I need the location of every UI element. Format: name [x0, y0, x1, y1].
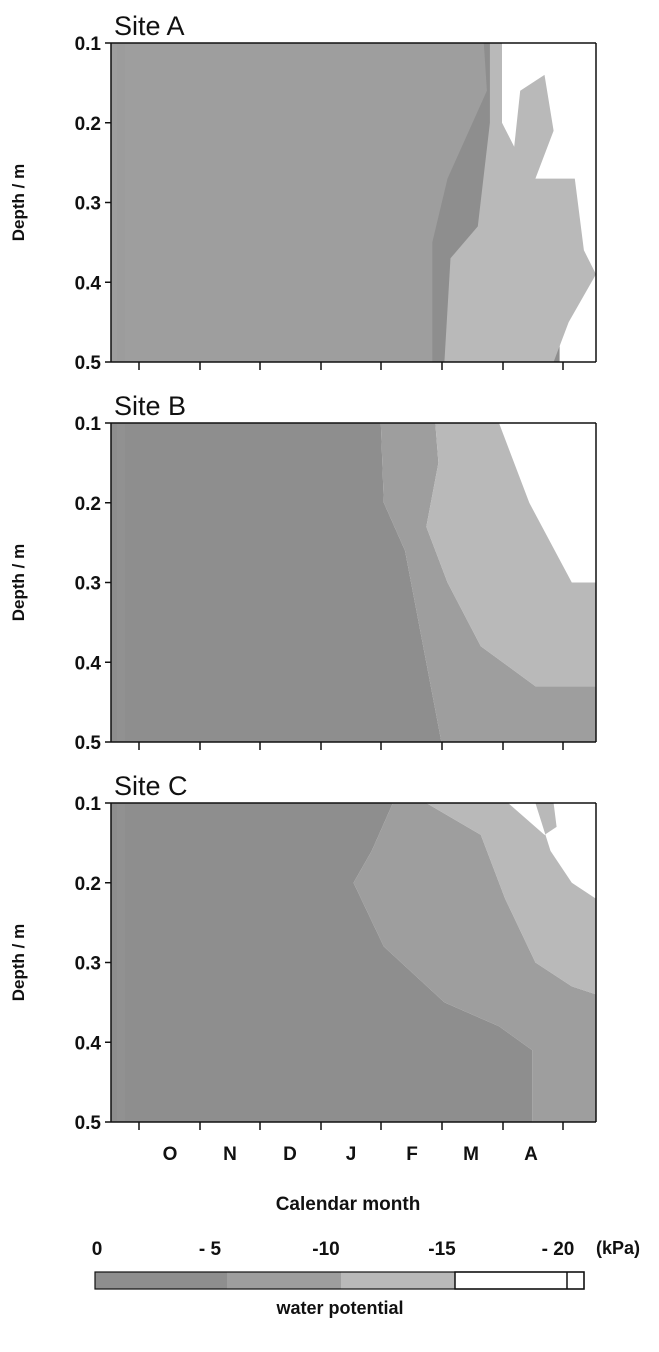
y-tick-label: 0.5: [75, 1113, 102, 1134]
x-tick-label: D: [283, 1144, 297, 1165]
contour-band: [111, 423, 442, 742]
y-tick-label: 0.3: [75, 954, 101, 975]
panel-site-a: 0.1 0.2 0.3 0.4 0.5 Site A Depth / m: [9, 11, 597, 374]
y-tick-label: 0.2: [75, 494, 101, 515]
plot-area: [111, 803, 596, 1122]
y-tick-label: 0.1: [75, 414, 102, 435]
legend-swatch: [341, 1272, 455, 1289]
edge-strip: [117, 423, 125, 742]
y-tick-label: 0.4: [75, 273, 102, 294]
y-tick-label: 0.1: [75, 34, 102, 55]
legend-tick-label: -15: [428, 1239, 456, 1260]
panel-title: Site B: [114, 391, 186, 421]
y-tick-label: 0.2: [75, 114, 101, 135]
plot-area: [111, 423, 596, 742]
contour-band: [426, 423, 596, 687]
legend-unit: (kPa): [596, 1238, 640, 1258]
contour-band: [508, 423, 596, 567]
legend-tick-label: - 20: [542, 1239, 575, 1260]
legend-tick-label: - 5: [199, 1239, 222, 1260]
legend: 0 - 5 -10 -15 - 20 (kPa) water potential: [92, 1238, 640, 1318]
contour-band: [111, 43, 487, 362]
y-axis-label: Depth / m: [9, 924, 28, 1001]
contour-band: [502, 43, 596, 275]
panel-site-b: 0.1 0.2 0.3 0.4 0.5 Site B Depth / m: [9, 391, 597, 754]
x-tick-label: F: [406, 1144, 418, 1165]
x-tick-label: J: [346, 1144, 357, 1165]
y-axis-label: Depth / m: [9, 544, 28, 621]
contour-band: [508, 803, 596, 899]
panel-title: Site C: [114, 771, 188, 801]
legend-swatch: [95, 1272, 227, 1289]
contour-band: [111, 803, 533, 1122]
legend-tick-label: -10: [312, 1239, 339, 1260]
x-tick-label: O: [163, 1144, 178, 1165]
y-tick-label: 0.3: [75, 574, 101, 595]
y-tick-label: 0.5: [75, 353, 102, 374]
x-tick-label: N: [223, 1144, 237, 1165]
x-axis-label: Calendar month: [276, 1194, 421, 1215]
y-tick-label: 0.4: [75, 653, 102, 674]
legend-swatch: [227, 1272, 341, 1289]
legend-bar-border: [94, 1271, 585, 1290]
y-tick-label: 0.4: [75, 1033, 102, 1054]
edge-strip: [117, 803, 125, 1122]
x-tick-label: M: [463, 1144, 479, 1165]
panel-title: Site A: [114, 11, 185, 41]
y-tick-label: 0.3: [75, 194, 101, 215]
panel-site-c: 0.1 0.2 0.3 0.4 0.5 Site C Depth / m: [9, 771, 597, 1134]
plot-area: [111, 43, 596, 362]
contour-band: [353, 803, 596, 1122]
contour-band: [380, 423, 596, 742]
legend-swatch: [454, 1271, 585, 1290]
y-tick-label: 0.5: [75, 733, 102, 754]
y-axis-label: Depth / m: [9, 164, 28, 241]
y-tick-label: 0.1: [75, 794, 102, 815]
edge-strip: [117, 43, 125, 362]
y-tick-label: 0.2: [75, 874, 101, 895]
x-tick-label: A: [524, 1144, 538, 1165]
legend-title: water potential: [275, 1298, 403, 1318]
legend-tick-label: 0: [92, 1239, 103, 1260]
